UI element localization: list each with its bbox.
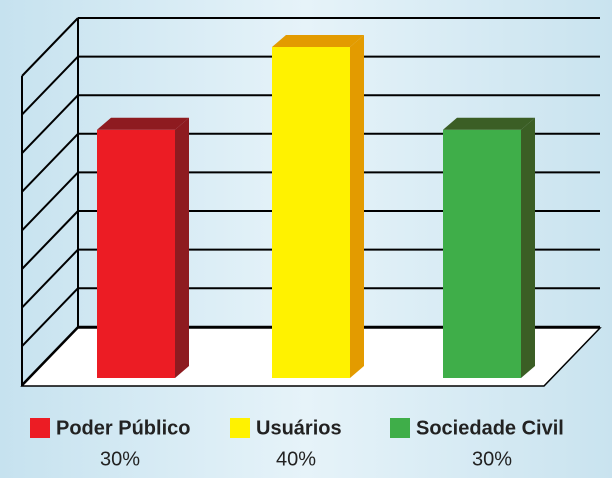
wall-line [21,94,79,154]
bar [97,129,175,378]
legend-swatch [390,418,410,438]
legend-swatch [230,418,250,438]
wall-line [21,287,79,347]
wall-line [21,17,79,77]
bar-side [350,35,364,378]
legend-label: Sociedade Civil [416,417,564,439]
value-label: 30% [100,448,140,470]
bar [272,47,350,378]
value-label: 30% [472,448,512,470]
bar-top [272,35,364,47]
legend-label: Usuários [256,417,342,439]
wall-line [21,171,79,232]
bars [97,35,535,378]
wall-line [21,133,79,193]
wall-line [21,210,79,270]
legend: Poder Público 30% Usuários 40% Sociedade Civ… [30,417,564,470]
legend-label: Poder Público [56,417,190,439]
value-label: 40% [276,448,316,470]
bar [443,129,521,378]
bar-side [175,117,189,378]
wall-line [21,248,79,309]
bar-top [443,117,535,130]
legend-swatch [30,418,50,438]
bar-top [97,117,189,130]
bar-side [521,117,535,378]
wall-line [21,326,79,386]
wall-line [21,55,79,116]
